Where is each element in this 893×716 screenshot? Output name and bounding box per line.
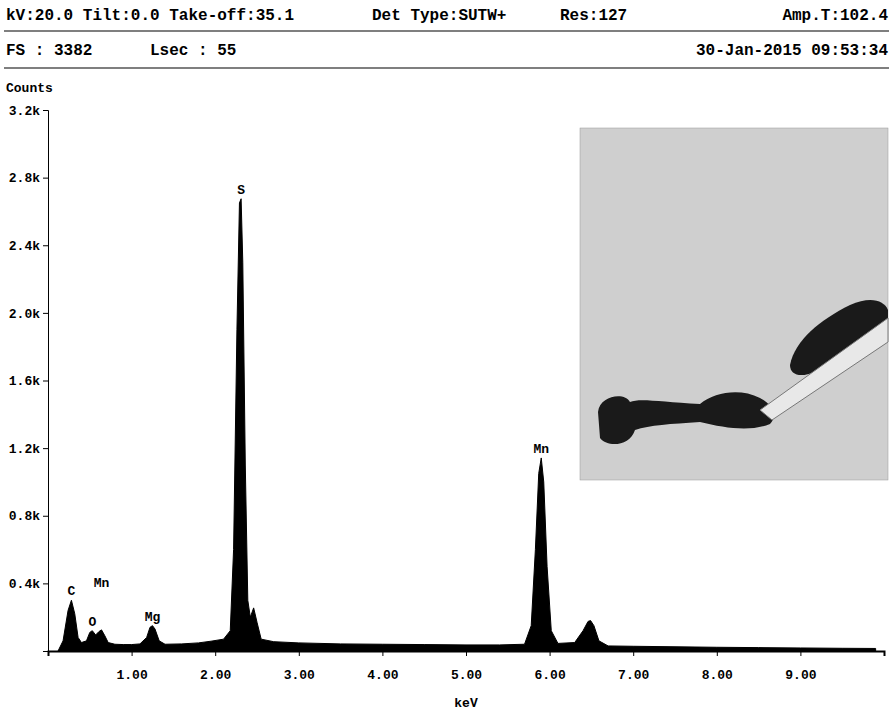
y-tick-label: 1.2k xyxy=(9,442,40,457)
y-tick-label: 2.0k xyxy=(9,307,40,322)
x-tick-mark xyxy=(382,651,383,656)
peak-label: O xyxy=(88,615,96,630)
y-tick-mark xyxy=(43,381,48,382)
y-tick: 2.0k xyxy=(9,307,48,322)
peak-label: Mg xyxy=(145,610,161,625)
x-tick-label: 2.00 xyxy=(200,668,231,683)
x-tick-label: 6.00 xyxy=(534,668,565,683)
x-tick-label: 4.00 xyxy=(367,668,398,683)
y-tick: 1.2k xyxy=(9,442,48,457)
peak-label: C xyxy=(68,584,76,599)
x-tick: 5.00 xyxy=(451,651,482,683)
y-axis-title: Counts xyxy=(6,81,53,96)
sem-probe xyxy=(760,318,888,420)
header-text: 30-Jan-2015 09:53:34 xyxy=(696,42,888,60)
x-tick-label: 5.00 xyxy=(451,668,482,683)
y-tick: 1.6k xyxy=(9,374,48,389)
chart: kV:20.0 Tilt:0.0 Take-off:35.1 Det Type:S… xyxy=(0,0,893,716)
x-tick: 4.00 xyxy=(367,651,398,683)
x-tick-label: 1.00 xyxy=(116,668,147,683)
x-axis-title: keV xyxy=(454,696,478,711)
header-rule xyxy=(4,30,889,31)
y-tick-label: 3.2k xyxy=(9,104,40,119)
y-tick-mark xyxy=(43,313,48,314)
x-axis-line xyxy=(49,652,885,657)
y-tick-mark xyxy=(43,516,48,517)
x-tick: 1.00 xyxy=(116,651,147,683)
header: kV:20.0 Tilt:0.0 Take-off:35.1 Det Type:S… xyxy=(4,7,889,68)
header-rule xyxy=(4,67,889,68)
x-tick-label: 9.00 xyxy=(785,668,816,683)
header-text: Det Type:SUTW+ xyxy=(372,7,506,25)
y-tick-label: 0.8k xyxy=(9,509,40,524)
sem-image xyxy=(580,128,888,480)
spectrum xyxy=(58,199,876,651)
y-tick: 2.4k xyxy=(9,239,48,254)
x-tick: 8.00 xyxy=(702,651,733,683)
y-tick-mark xyxy=(43,178,48,179)
y-tick-label: 2.4k xyxy=(9,239,40,254)
x-tick: 3.00 xyxy=(284,651,315,683)
y-tick-label: 1.6k xyxy=(9,374,40,389)
sem-particle xyxy=(598,392,774,444)
peak-label: S xyxy=(237,183,245,198)
x-tick: 2.00 xyxy=(200,651,231,683)
header-text: Res:127 xyxy=(560,7,627,25)
x-tick-mark xyxy=(633,651,634,656)
x-tick-mark xyxy=(550,651,551,656)
x-axis: 1.00 2.00 3.00 4.00 5.00 6.00 7.00 8.00 9.00 xyxy=(49,651,885,683)
y-tick: 0.4k xyxy=(9,577,48,592)
header-text: Lsec : 55 xyxy=(150,42,236,60)
header-text: Amp.T:102.4 xyxy=(782,7,888,25)
x-tick-label: 7.00 xyxy=(618,668,649,683)
y-tick-mark xyxy=(43,448,48,449)
x-tick-mark xyxy=(215,651,216,656)
header-text: kV:20.0 Tilt:0.0 Take-off:35.1 xyxy=(6,7,294,25)
y-tick-mark xyxy=(43,245,48,246)
sem-image-ground xyxy=(580,128,888,480)
x-tick: 9.00 xyxy=(785,651,816,683)
x-tick-mark xyxy=(132,651,133,656)
x-tick-mark xyxy=(299,651,300,656)
x-tick: 6.00 xyxy=(534,651,565,683)
y-tick-label: 2.8k xyxy=(9,171,40,186)
y-axis-line xyxy=(43,111,49,652)
peak-labels: C O Mn Mg S Mn xyxy=(68,183,550,630)
peak-label: Mn xyxy=(533,442,549,457)
y-axis: 0.4k 0.8k 1.2k 1.6k 2.0k 2.4k 2.8k 3.2k xyxy=(9,104,49,652)
x-tick: 7.00 xyxy=(618,651,649,683)
y-tick-mark xyxy=(43,110,48,111)
background xyxy=(0,0,893,716)
x-tick-label: 8.00 xyxy=(702,668,733,683)
y-tick: 0.8k xyxy=(9,509,48,524)
y-tick-label: 0.4k xyxy=(9,577,40,592)
x-tick-mark xyxy=(717,651,718,656)
peak-label: Mn xyxy=(94,576,110,591)
x-tick-mark xyxy=(466,651,467,656)
y-tick-mark xyxy=(43,583,48,584)
y-tick: 2.8k xyxy=(9,171,48,186)
x-tick-label: 3.00 xyxy=(284,668,315,683)
plot-area xyxy=(58,199,876,651)
header-text: FS : 3382 xyxy=(6,42,92,60)
x-tick-mark xyxy=(800,651,801,656)
y-tick: 3.2k xyxy=(9,104,48,119)
